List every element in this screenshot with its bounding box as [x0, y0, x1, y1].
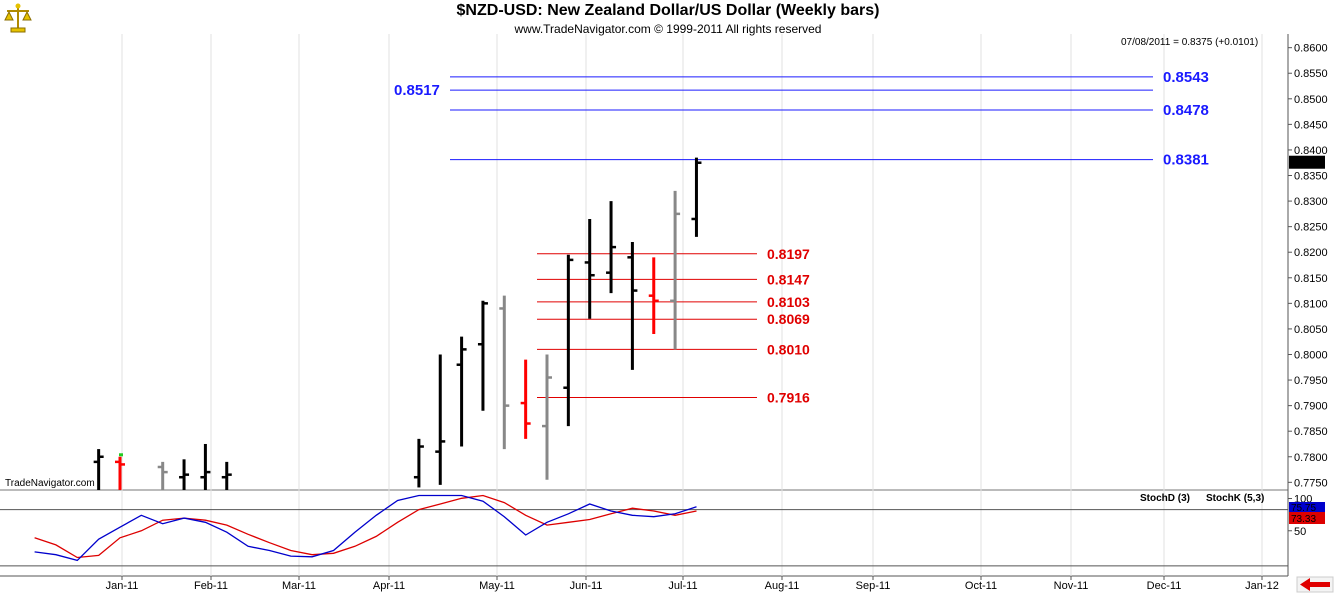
ohlc-bar [115, 456, 125, 490]
ohlc-bar [691, 157, 702, 237]
ohlc-bar [499, 295, 510, 450]
price-tick-label: 0.8300 [1294, 196, 1328, 208]
month-label: Jan-11 [106, 580, 139, 592]
ohlc-bar [520, 359, 531, 439]
price-tick-label: 0.8500 [1294, 94, 1328, 106]
price-tick-label: 0.8050 [1294, 324, 1328, 336]
ohlc-bar [456, 336, 467, 447]
price-readout: 07/08/2011 = 0.8375 (+0.0101) [1121, 37, 1258, 48]
red-level-label: 0.8147 [767, 271, 810, 287]
grid-lines [0, 34, 1289, 577]
month-label: Jun-11 [570, 580, 603, 592]
blue-level-label: 0.8517 [394, 82, 440, 99]
price-tick-label: 0.8000 [1294, 349, 1328, 361]
month-label: Oct-11 [965, 580, 997, 592]
price-tick-label: 0.8600 [1294, 43, 1328, 55]
price-tick-label: 0.8350 [1294, 171, 1328, 183]
red-level-label: 0.8197 [767, 246, 810, 262]
scroll-left-arrow-icon[interactable] [1296, 576, 1334, 593]
last-price-box [1289, 155, 1325, 169]
price-tick-label: 0.8250 [1294, 222, 1328, 234]
month-label: Nov-11 [1054, 580, 1089, 592]
price-tick-label: 0.7750 [1294, 477, 1328, 489]
stoch-k-value-box [1289, 502, 1325, 513]
ohlc-bar [413, 438, 424, 488]
month-label: Mar-11 [282, 580, 316, 592]
chart-title: $NZD-USD: New Zealand Dollar/US Dollar (… [456, 2, 880, 19]
month-label: Dec-11 [1147, 580, 1182, 592]
ohlc-bar [200, 443, 211, 490]
stoch-d-value-box [1289, 512, 1325, 524]
month-label: Jul-11 [668, 580, 697, 592]
stoch-d-line [34, 494, 697, 559]
price-tick-label: 0.7850 [1294, 426, 1328, 438]
price-tick-label: 0.8150 [1294, 273, 1328, 285]
watermark-text: TradeNavigator.com [5, 478, 95, 489]
ohlc-bar [435, 354, 446, 485]
red-level-label: 0.8010 [767, 341, 810, 357]
red-level-label: 0.8069 [767, 311, 810, 327]
price-tick-label: 0.7950 [1294, 375, 1328, 387]
ohlc-bar [542, 354, 552, 480]
ohlc-bar [627, 241, 638, 370]
month-label: Jan-12 [1245, 580, 1279, 592]
month-label: May-11 [479, 580, 515, 592]
ohlc-bar [648, 257, 659, 335]
price-tick-label: 0.7900 [1294, 401, 1328, 413]
price-tick-label: 0.8550 [1294, 68, 1328, 80]
ohlc-bar [670, 190, 681, 350]
ohlc-bar [584, 218, 595, 319]
month-label: Aug-11 [765, 580, 800, 592]
month-label: Feb-11 [194, 580, 228, 592]
price-tick-label: 0.8100 [1294, 298, 1328, 310]
price-tick-label: 0.8400 [1294, 145, 1328, 157]
month-label: Sep-11 [856, 580, 891, 592]
price-axis: 0.7750 0.7800 0.7850 0.7900 0.7950 0.8000 0.80… [1288, 43, 1328, 489]
stoch-k-legend: StochK (5,3) [1206, 493, 1264, 504]
stoch-d-legend: StochD (3) [1140, 493, 1190, 504]
price-tick-label: 0.7800 [1294, 452, 1328, 464]
blue-level-label: 0.8381 [1163, 152, 1209, 169]
trade-navigator-logo-icon [3, 2, 33, 34]
stoch-k-line [34, 494, 697, 562]
red-level-label: 0.7916 [767, 389, 810, 405]
price-tick-label: 0.8200 [1294, 247, 1328, 259]
blue-level-label: 0.8478 [1163, 102, 1209, 119]
ohlc-bar [179, 459, 190, 490]
ohlc-bar [157, 461, 168, 490]
ohlc-bar [221, 461, 232, 490]
price-tick-label: 0.8450 [1294, 119, 1328, 131]
blue-level-label: 0.8543 [1163, 69, 1209, 86]
stoch-d-value-label: 73.33 [1291, 514, 1316, 525]
chart-subtitle: www.TradeNavigator.com © 1999-2011 All r… [514, 22, 822, 36]
level-lines: 0.8543 0.8517 0.8478 0.8381 0.8197 0.8147 0.81… [394, 69, 1209, 406]
chart-header: $NZD-USD: New Zealand Dollar/US Dollar (… [0, 0, 1336, 38]
ohlc-bars [93, 157, 702, 490]
month-label: Apr-11 [373, 580, 405, 592]
last-price-label: 0.8375 [1291, 158, 1325, 170]
ohlc-bar [563, 254, 574, 427]
stoch-tick-label: 50 [1294, 526, 1306, 538]
stoch-k-value-label: 75.75 [1291, 503, 1316, 514]
ohlc-bar [93, 449, 104, 490]
ohlc-bar [606, 201, 617, 294]
ohlc-bar [477, 300, 488, 411]
red-level-label: 0.8103 [767, 294, 810, 310]
time-axis: Jan-11 Feb-11 Mar-11 Apr-11 May-11 Jun-11 Jul-… [106, 576, 1279, 592]
